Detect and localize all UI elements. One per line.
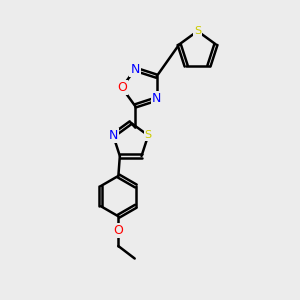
Text: N: N — [130, 63, 140, 76]
Text: S: S — [145, 130, 152, 140]
Text: O: O — [117, 81, 127, 94]
Text: N: N — [109, 129, 118, 142]
Text: N: N — [152, 92, 161, 105]
Text: O: O — [113, 224, 123, 237]
Text: S: S — [194, 26, 201, 36]
